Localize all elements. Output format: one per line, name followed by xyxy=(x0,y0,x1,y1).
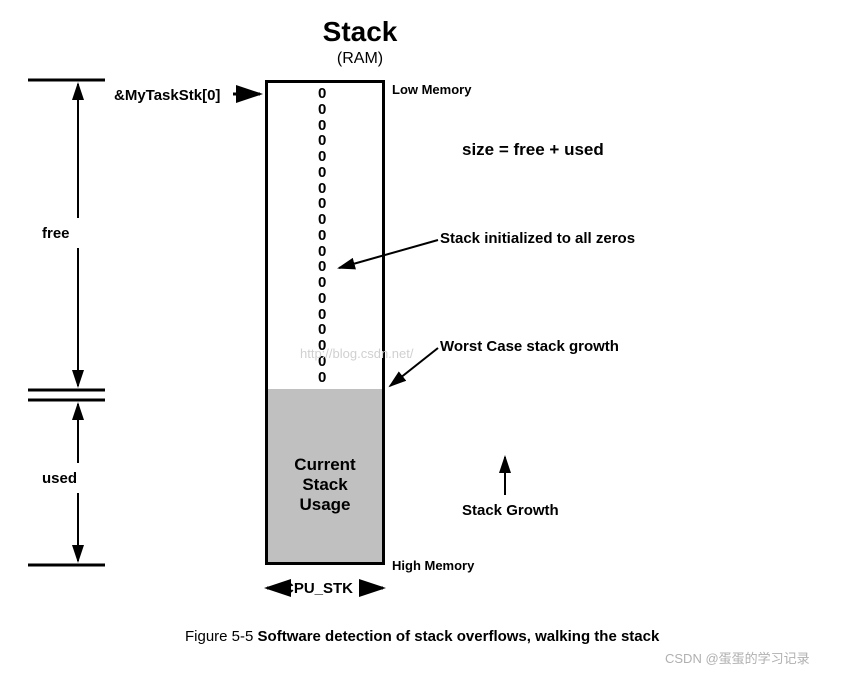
size-equation-label: size = free + used xyxy=(462,140,604,160)
current-usage-line3: Usage xyxy=(285,495,365,515)
diagram-title: Stack xyxy=(290,16,430,48)
figure-caption: Figure 5-5 Software detection of stack o… xyxy=(185,628,659,645)
low-memory-label: Low Memory xyxy=(392,82,471,97)
zeros-column: 0000000000000000000 xyxy=(318,86,326,385)
init-zeros-label: Stack initialized to all zeros xyxy=(440,230,635,247)
caption-bold: Software detection of stack overflows, w… xyxy=(258,628,660,645)
current-usage-line2: Stack xyxy=(285,475,365,495)
caption-prefix: Figure 5-5 xyxy=(185,628,258,645)
stack-growth-label: Stack Growth xyxy=(462,502,559,519)
cpu-stk-label: CPU_STK xyxy=(283,580,353,597)
high-memory-label: High Memory xyxy=(392,558,474,573)
used-label: used xyxy=(42,470,77,487)
credit-text: CSDN @蛋蛋的学习记录 xyxy=(665,648,810,667)
diagram-subtitle: (RAM) xyxy=(290,50,430,68)
free-label: free xyxy=(42,225,70,242)
worst-case-label: Worst Case stack growth xyxy=(440,338,619,355)
current-usage-line1: Current xyxy=(285,455,365,475)
watermark-text: http://blog.csdn.net/ xyxy=(300,346,413,361)
pointer-label: &MyTaskStk[0] xyxy=(114,87,220,104)
current-usage-label: Current Stack Usage xyxy=(285,455,365,515)
